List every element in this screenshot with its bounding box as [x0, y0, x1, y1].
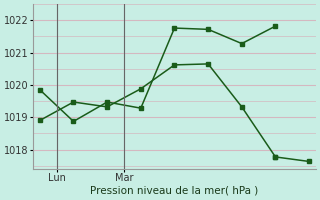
X-axis label: Pression niveau de la mer( hPa ): Pression niveau de la mer( hPa )	[90, 186, 259, 196]
